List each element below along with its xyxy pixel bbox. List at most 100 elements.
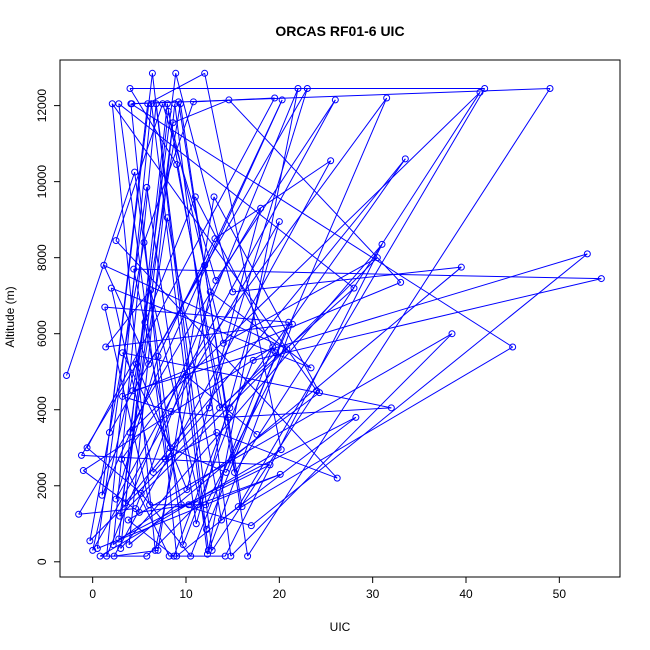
data-point — [163, 214, 171, 222]
data-point — [288, 320, 296, 328]
data-point — [165, 552, 173, 560]
series-segment — [165, 432, 218, 460]
plot-frame — [59, 59, 621, 578]
data-point — [125, 541, 133, 549]
series-segment — [227, 407, 392, 418]
data-point — [476, 88, 484, 96]
data-point — [203, 525, 211, 533]
data-point — [131, 168, 139, 176]
data-point — [115, 535, 123, 543]
x-tick-label: 0 — [89, 587, 96, 601]
series-segment — [83, 470, 140, 513]
data-point — [327, 157, 335, 165]
series-segment — [122, 281, 401, 397]
data-point — [154, 353, 162, 361]
series-segment — [209, 291, 312, 369]
series-segment — [119, 257, 378, 517]
data-point — [108, 100, 116, 108]
data-point — [149, 468, 157, 476]
data-point — [154, 546, 162, 554]
y-tick-label: 8000 — [35, 244, 49, 271]
data-point — [272, 349, 280, 357]
series-segment — [112, 103, 157, 545]
data-point — [166, 444, 174, 452]
data-point — [387, 404, 395, 412]
data-point — [177, 501, 185, 509]
x-tick-label: 50 — [553, 587, 567, 601]
data-point — [278, 96, 286, 104]
data-point — [75, 510, 83, 518]
series-segment — [101, 99, 283, 496]
series-segment — [206, 322, 290, 530]
data-point — [204, 546, 212, 554]
series-segment — [208, 88, 308, 408]
data-point — [202, 501, 210, 509]
y-tick-label: 10000 — [35, 165, 49, 199]
data-point — [285, 318, 293, 326]
data-point — [179, 541, 187, 549]
series-segment — [178, 101, 243, 507]
data-point — [173, 161, 181, 169]
data-point — [121, 499, 129, 507]
series-segment — [229, 158, 406, 409]
data-point — [182, 372, 190, 380]
data-point — [119, 392, 127, 400]
data-point — [226, 404, 234, 412]
x-tick-label: 30 — [366, 587, 380, 601]
series-segment — [112, 392, 320, 546]
series-segment — [204, 73, 282, 450]
data-point — [191, 193, 199, 201]
data-point — [183, 486, 191, 494]
data-point — [350, 284, 358, 292]
data-point — [126, 429, 134, 437]
series-segment — [213, 196, 320, 393]
data-point — [397, 278, 405, 286]
series-segment — [135, 375, 187, 509]
data-point — [247, 522, 255, 530]
y-tick-label: 2000 — [35, 472, 49, 499]
series-segment — [118, 103, 166, 460]
series-segment — [119, 217, 168, 517]
series-segment — [140, 493, 192, 557]
x-axis-label: UIC — [330, 620, 351, 634]
data-point — [203, 550, 211, 558]
series-segment — [81, 363, 137, 456]
series-segment — [224, 244, 383, 557]
data-point — [373, 254, 381, 262]
x-tick-label: 20 — [273, 587, 287, 601]
data-point — [216, 404, 224, 412]
series-segment — [105, 323, 293, 348]
series-segment — [221, 416, 357, 521]
data-point — [109, 541, 117, 549]
series-segment — [120, 244, 383, 549]
data-point — [167, 408, 175, 416]
data-point — [294, 85, 302, 93]
series-segment — [190, 346, 274, 557]
data-point — [257, 204, 265, 212]
data-point — [206, 288, 214, 296]
data-point — [333, 474, 341, 482]
data-point — [210, 193, 218, 201]
data-point — [222, 468, 230, 476]
series-segment — [92, 221, 280, 551]
data-point — [238, 503, 246, 511]
y-tick-label: 4000 — [35, 396, 49, 423]
chart-title: ORCAS RF01-6 UIC — [275, 23, 404, 39]
y-tick-label: 0 — [35, 558, 49, 565]
data-point — [146, 501, 154, 509]
series-segment — [186, 208, 262, 490]
series-segment — [241, 346, 513, 508]
series-segment — [89, 352, 276, 542]
data-point — [331, 96, 339, 104]
data-point — [509, 343, 517, 351]
series-segment — [83, 346, 274, 471]
data-point — [176, 100, 184, 108]
series-segment — [106, 103, 152, 557]
series-segment — [110, 287, 154, 473]
data-point — [98, 491, 106, 499]
series-segment — [96, 187, 148, 549]
data-point — [172, 69, 180, 77]
data-point — [103, 552, 111, 560]
data-point — [212, 276, 220, 284]
data-point — [211, 235, 219, 243]
